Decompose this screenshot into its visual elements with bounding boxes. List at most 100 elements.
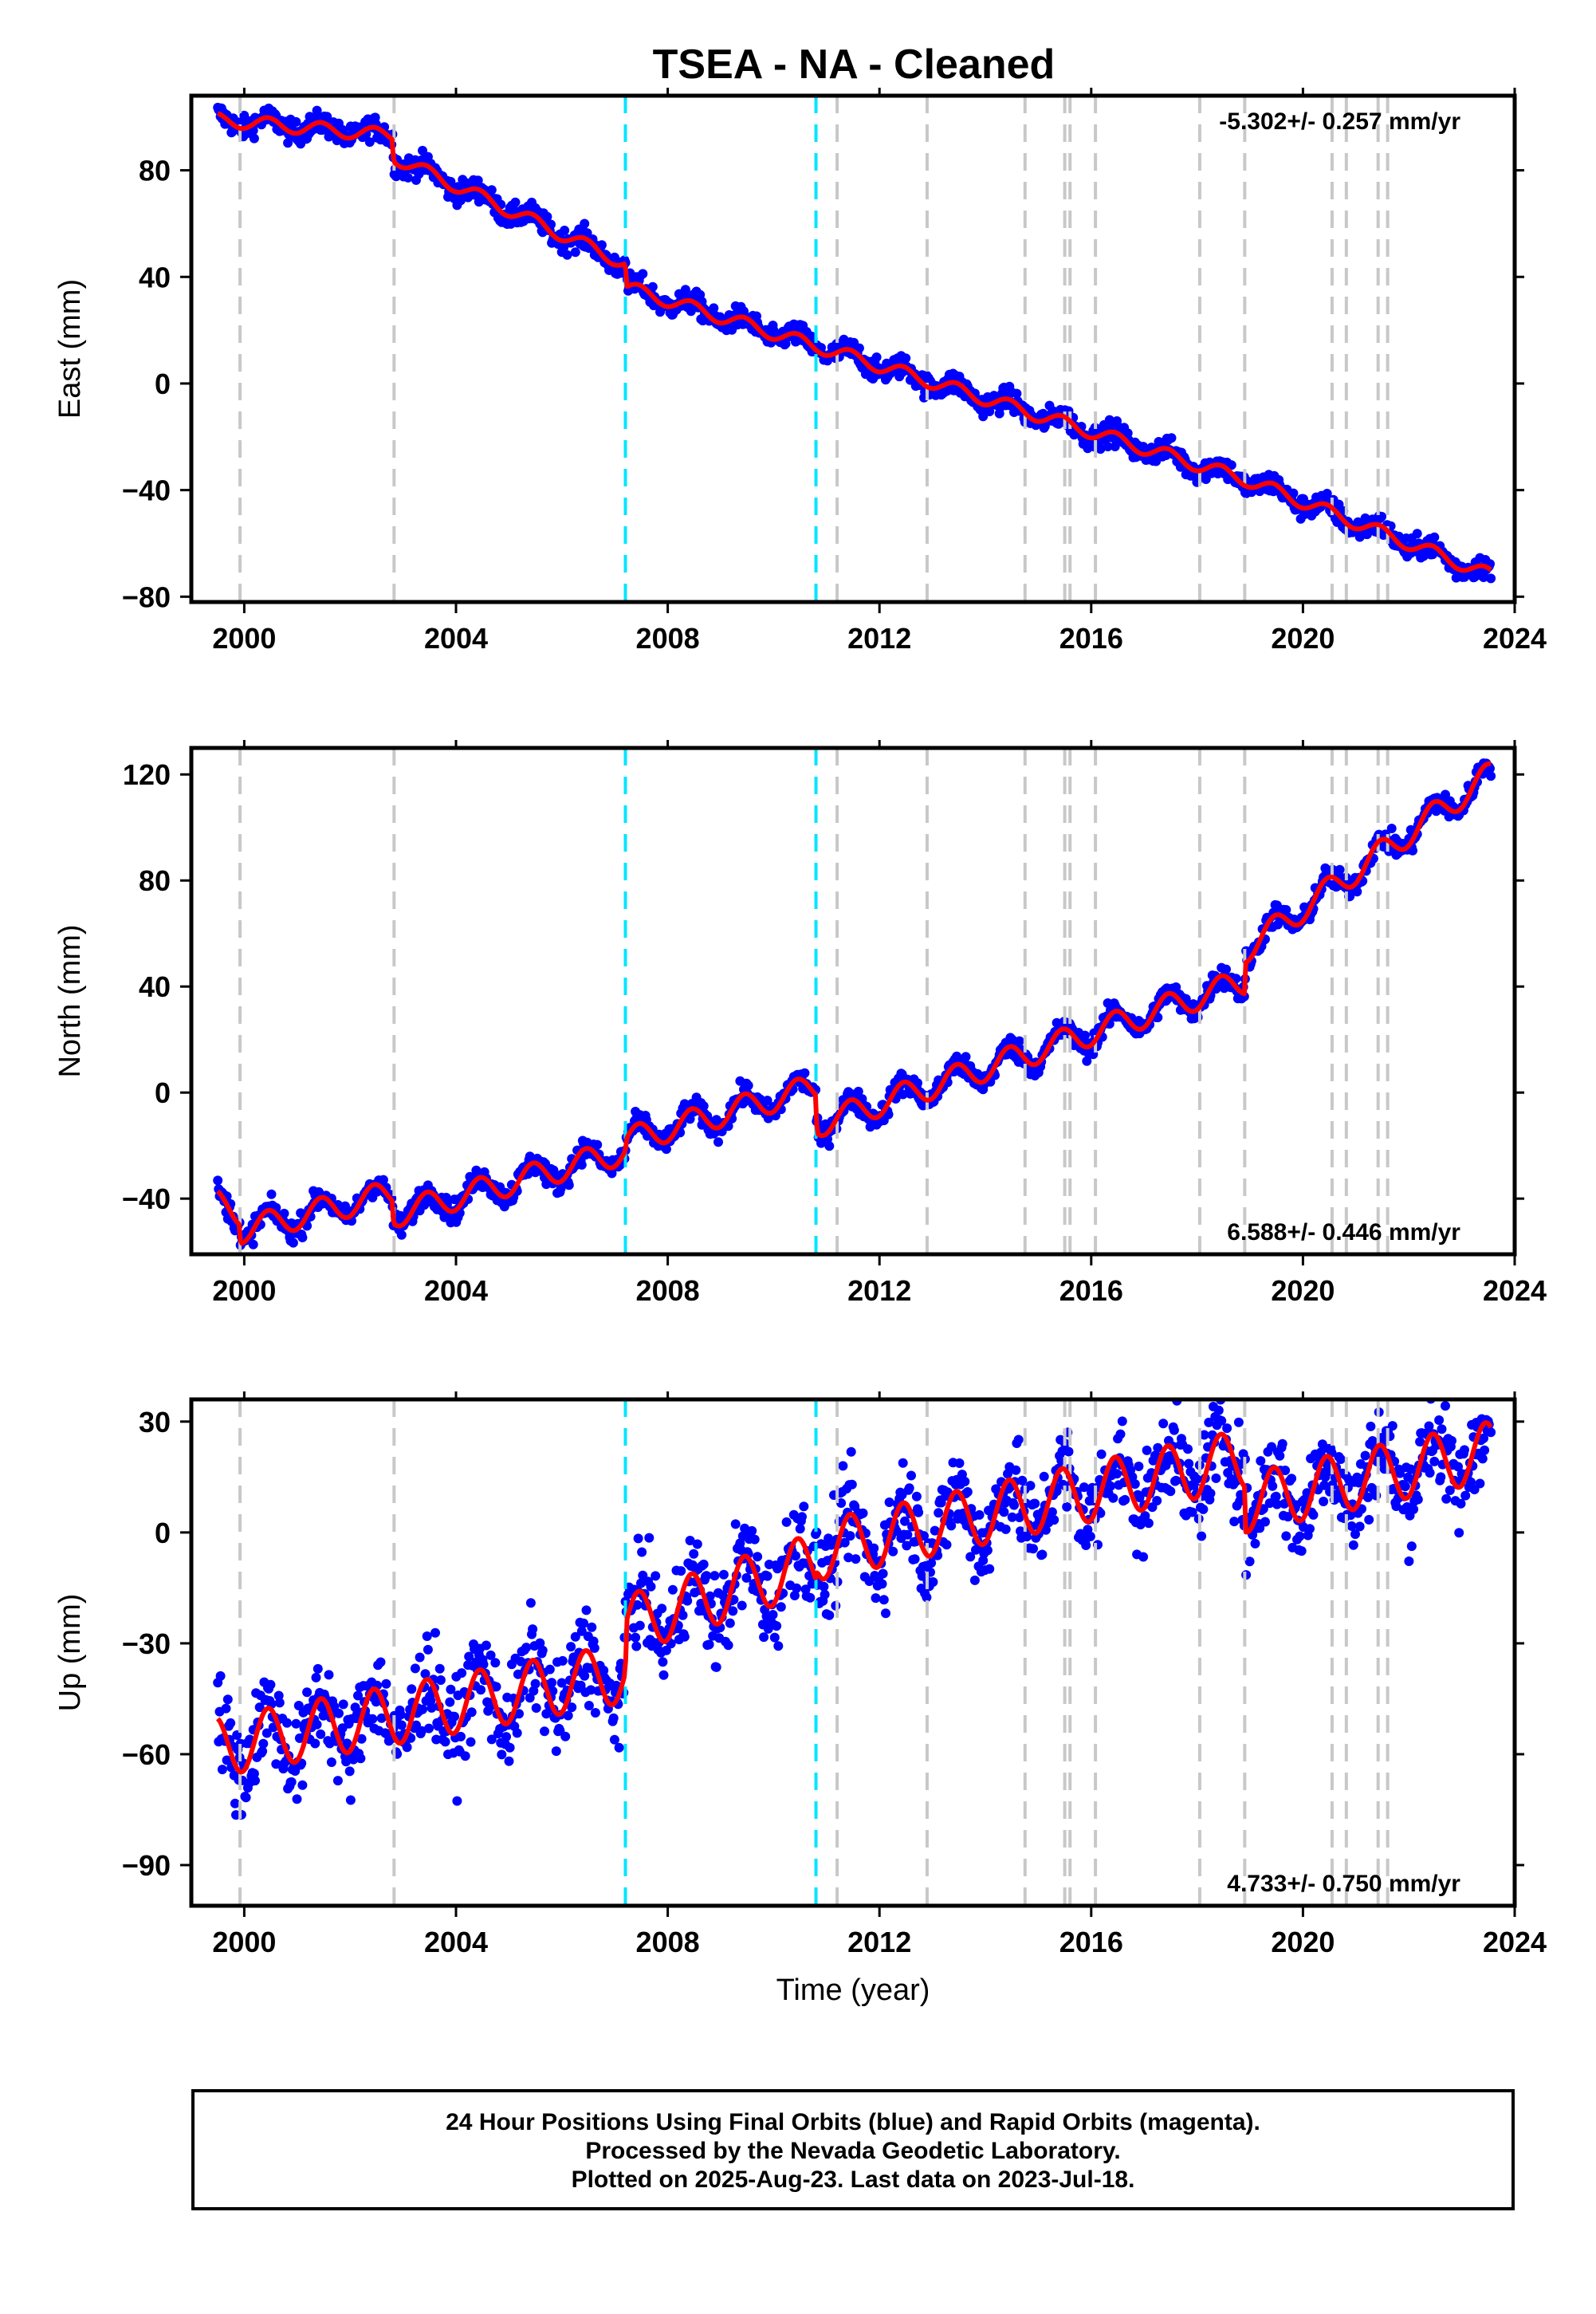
data-point (1275, 1450, 1285, 1461)
data-point (961, 1052, 971, 1062)
data-point (356, 1753, 366, 1764)
data-point (936, 1497, 946, 1508)
data-point (466, 1737, 476, 1747)
data-point (446, 176, 456, 187)
data-point (570, 1631, 580, 1642)
data-point (1244, 1556, 1255, 1567)
panel-east: 2000 2004 2008 2012 2016 2020 2024 80 40 0 −40 −80 E… (53, 88, 1547, 655)
data-point (1211, 1473, 1221, 1483)
data-point (1400, 1482, 1410, 1492)
x-tick-label: 2020 (1271, 1274, 1335, 1307)
y-tick-label: 80 (139, 155, 171, 187)
data-point (249, 1769, 259, 1779)
data-point (631, 1641, 642, 1651)
data-point (396, 1720, 407, 1730)
data-point (636, 1578, 646, 1588)
data-point (1437, 1424, 1447, 1434)
y-tick-label: −40 (122, 474, 171, 507)
data-point (926, 1558, 937, 1568)
data-point (1466, 1477, 1476, 1487)
data-point (728, 1606, 738, 1616)
data-point (420, 1669, 430, 1679)
data-point (590, 1708, 600, 1718)
data-point (310, 1738, 320, 1749)
data-point (1424, 1421, 1434, 1431)
data-point (838, 1461, 848, 1471)
data-point (741, 1572, 752, 1583)
data-point (1387, 1421, 1397, 1431)
data-point (704, 1639, 714, 1650)
data-point (965, 1552, 976, 1562)
data-point (759, 1632, 769, 1643)
data-point (510, 197, 521, 207)
data-point (928, 1577, 938, 1587)
data-point (702, 1571, 712, 1581)
data-point (581, 1605, 592, 1615)
data-point (749, 1534, 760, 1545)
data-point (445, 1697, 455, 1707)
y-tick-label: 30 (139, 1406, 171, 1438)
data-point (1386, 824, 1397, 833)
data-point (1363, 1492, 1373, 1502)
data-point (1192, 1474, 1202, 1485)
data-point (485, 1650, 496, 1660)
data-point (692, 1539, 702, 1549)
data-point (505, 1742, 515, 1753)
data-point (1486, 1427, 1496, 1438)
data-point (273, 1690, 284, 1701)
data-point (888, 1546, 898, 1556)
x-tick-label: 2004 (424, 622, 488, 655)
data-point (528, 1624, 538, 1635)
data-point (644, 1533, 655, 1543)
data-point (396, 1230, 407, 1240)
data-point (585, 1663, 596, 1673)
data-point (566, 1642, 576, 1652)
data-point (497, 1749, 507, 1760)
data-point (570, 247, 580, 258)
data-point (709, 303, 719, 313)
data-point (1222, 1423, 1232, 1434)
panels: 2000 2004 2008 2012 2016 2020 2024 80 40 0 −40 −80 E… (53, 88, 1547, 2007)
data-point (291, 1718, 301, 1729)
data-point (1130, 1479, 1140, 1490)
data-point (910, 1554, 920, 1564)
y-tick-label: 80 (139, 864, 171, 897)
data-point (705, 1591, 715, 1601)
data-point (713, 1137, 723, 1147)
data-point (542, 211, 552, 222)
data-point (1335, 864, 1345, 875)
data-point (446, 1684, 456, 1694)
data-point (1183, 1444, 1193, 1454)
data-point (283, 138, 293, 148)
data-point (556, 1678, 567, 1688)
data-point (356, 1734, 367, 1744)
data-point (514, 1709, 524, 1719)
y-axis-label: North (mm) (53, 924, 87, 1077)
data-point (902, 1541, 912, 1551)
data-point (906, 1470, 916, 1481)
data-point (302, 1687, 313, 1698)
x-tick-label: 2000 (212, 622, 276, 655)
data-point (930, 1525, 940, 1536)
data-point (258, 1738, 269, 1749)
data-point (646, 1581, 656, 1592)
data-point (1017, 1475, 1028, 1486)
data-point (1271, 1491, 1281, 1501)
data-point (1287, 1474, 1297, 1484)
data-point (1221, 964, 1231, 974)
data-point (1429, 1456, 1440, 1466)
y-tick-label: 0 (155, 368, 171, 400)
data-point (416, 1726, 427, 1736)
data-point (560, 1731, 571, 1741)
data-point (567, 1702, 577, 1713)
data-point (637, 1547, 647, 1557)
y-tick-label: 0 (155, 1076, 171, 1109)
data-point (1171, 1475, 1181, 1486)
data-point (1264, 1498, 1275, 1509)
data-point (326, 1757, 336, 1767)
data-point (1095, 1508, 1106, 1518)
x-tick-label: 2020 (1271, 622, 1335, 655)
data-point (1277, 1438, 1287, 1449)
data-point (871, 352, 882, 362)
data-point (1412, 529, 1422, 539)
